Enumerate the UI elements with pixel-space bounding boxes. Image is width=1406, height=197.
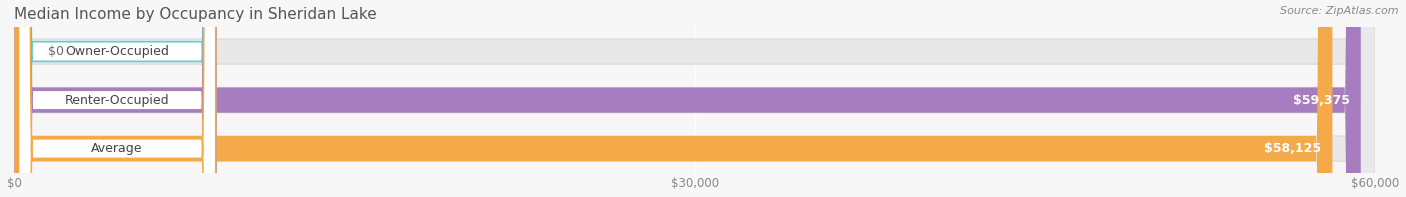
Text: Average: Average — [91, 142, 143, 155]
FancyBboxPatch shape — [18, 0, 215, 197]
Text: $58,125: $58,125 — [1264, 142, 1322, 155]
FancyBboxPatch shape — [18, 0, 215, 197]
FancyBboxPatch shape — [18, 0, 215, 197]
Text: $0: $0 — [48, 45, 65, 58]
FancyBboxPatch shape — [14, 0, 1375, 197]
Text: Owner-Occupied: Owner-Occupied — [65, 45, 169, 58]
Text: $59,375: $59,375 — [1294, 94, 1350, 107]
FancyBboxPatch shape — [14, 0, 1375, 197]
Text: Median Income by Occupancy in Sheridan Lake: Median Income by Occupancy in Sheridan L… — [14, 7, 377, 22]
FancyBboxPatch shape — [14, 0, 1361, 197]
Text: Renter-Occupied: Renter-Occupied — [65, 94, 169, 107]
Text: Source: ZipAtlas.com: Source: ZipAtlas.com — [1281, 6, 1399, 16]
FancyBboxPatch shape — [14, 0, 1375, 197]
FancyBboxPatch shape — [14, 0, 1333, 197]
